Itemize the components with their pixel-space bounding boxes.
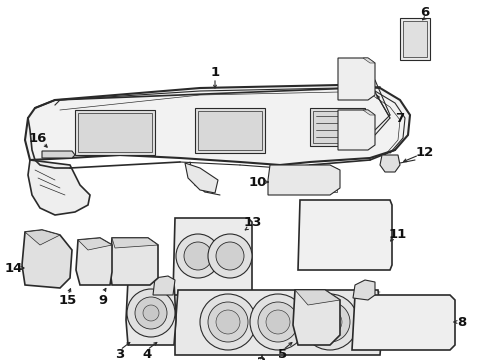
Polygon shape [363,110,375,115]
Polygon shape [175,290,382,355]
Text: 12: 12 [416,145,434,158]
Text: 9: 9 [98,293,108,306]
Bar [313,111,362,143]
Text: 4: 4 [143,348,151,360]
Circle shape [250,294,306,350]
Polygon shape [22,230,72,288]
Circle shape [216,310,240,334]
Text: 3: 3 [115,348,124,360]
Polygon shape [42,151,75,158]
Text: 7: 7 [395,112,405,125]
Circle shape [127,289,175,337]
Circle shape [208,234,252,278]
Bar [195,108,265,153]
Circle shape [200,294,256,350]
Circle shape [184,242,212,270]
Bar [400,18,430,60]
Text: 11: 11 [389,229,407,242]
Circle shape [302,294,358,350]
Text: 13: 13 [244,216,262,229]
Text: 6: 6 [420,5,430,18]
Polygon shape [338,110,375,150]
Polygon shape [153,276,175,295]
Circle shape [208,302,248,342]
Bar [195,224,215,239]
Circle shape [216,242,244,270]
Bar [310,210,342,226]
Bar [198,111,262,150]
Polygon shape [185,163,218,193]
Circle shape [176,234,220,278]
Circle shape [258,302,298,342]
Polygon shape [25,85,410,165]
Polygon shape [268,165,340,195]
Circle shape [318,310,342,334]
Bar [75,110,155,155]
Bar [78,113,152,152]
Bar [306,206,386,264]
Polygon shape [112,238,158,248]
Text: 14: 14 [5,261,23,274]
Bar [360,300,390,318]
Text: 2: 2 [257,356,267,360]
Polygon shape [28,160,90,215]
Bar [403,21,427,57]
Text: 5: 5 [278,348,288,360]
Bar [272,168,337,192]
Circle shape [310,302,350,342]
Text: 10: 10 [249,175,267,189]
Polygon shape [295,290,340,305]
Polygon shape [126,280,176,345]
Polygon shape [380,155,400,172]
Bar [341,61,371,97]
Polygon shape [25,230,60,245]
Polygon shape [338,58,375,100]
Bar [303,203,389,267]
Polygon shape [293,290,340,345]
Polygon shape [78,238,112,250]
Polygon shape [363,58,375,63]
Polygon shape [76,238,112,285]
Text: 16: 16 [29,131,47,144]
Polygon shape [298,200,392,270]
Circle shape [143,305,159,321]
Polygon shape [110,238,158,285]
Bar [350,210,382,226]
Bar [305,295,325,313]
Polygon shape [173,218,252,295]
Bar [278,170,333,188]
Text: 15: 15 [59,293,77,306]
Circle shape [266,310,290,334]
Bar [341,113,371,147]
Text: 8: 8 [457,315,466,328]
Circle shape [135,297,167,329]
Bar [178,221,249,291]
Polygon shape [353,280,375,300]
Text: 1: 1 [210,66,220,78]
Polygon shape [352,295,455,350]
Bar [310,108,365,146]
